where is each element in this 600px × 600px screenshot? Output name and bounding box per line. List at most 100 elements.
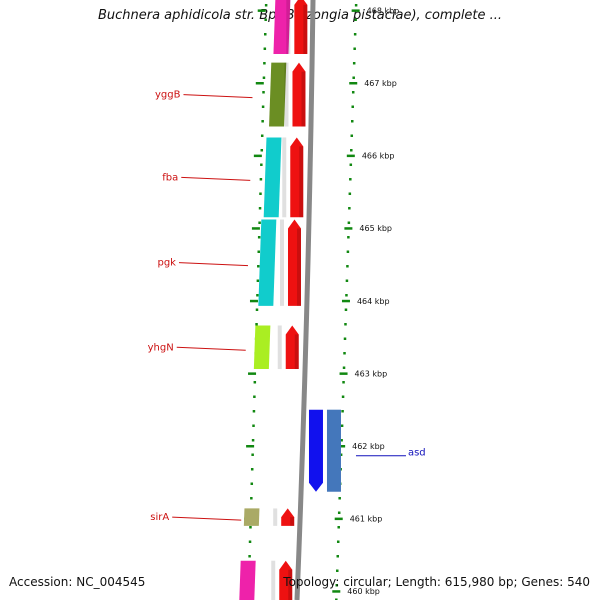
- minor-tick: [350, 134, 354, 137]
- minor-tick: [335, 584, 339, 587]
- gene-features: [238, 0, 341, 600]
- minor-tick: [340, 424, 344, 427]
- minor-tick: [349, 178, 352, 181]
- minor-tick: [343, 337, 347, 340]
- gene-box: [238, 560, 256, 600]
- cds-arrow-shade: [288, 569, 293, 600]
- minor-tick: [260, 163, 263, 166]
- cds-arrow: [294, 0, 308, 54]
- minor-tick: [354, 18, 357, 21]
- gene-label-leader: [178, 262, 249, 267]
- minor-tick: [263, 47, 267, 50]
- scale-tick-label: 465 kbp: [359, 224, 392, 233]
- minor-tick: [349, 163, 353, 166]
- minor-tick: [346, 265, 349, 268]
- minor-tick: [351, 105, 354, 108]
- minor-tick: [347, 236, 350, 239]
- gene-box: [243, 508, 260, 526]
- gene-box: [258, 219, 277, 306]
- minor-tick: [264, 18, 267, 21]
- gene-box: [269, 62, 287, 127]
- cds-arrow-shade: [296, 228, 301, 306]
- minor-tick: [249, 526, 252, 529]
- gene-box-shade: [273, 508, 278, 526]
- major-tick-right: [341, 299, 350, 303]
- gene-box: [273, 0, 291, 54]
- minor-tick: [260, 149, 264, 152]
- minor-tick: [337, 511, 341, 514]
- cds-arrow-reverse: [308, 409, 323, 492]
- minor-tick: [335, 598, 338, 600]
- major-tick-right: [344, 227, 353, 230]
- minor-tick: [338, 497, 341, 500]
- minor-tick: [248, 540, 252, 543]
- minor-tick: [258, 207, 262, 210]
- minor-tick: [264, 33, 267, 36]
- minor-tick: [263, 62, 266, 65]
- minor-tick: [253, 381, 257, 384]
- right-tick-marks: [332, 4, 360, 600]
- major-tick-left: [255, 82, 264, 85]
- minor-tick: [257, 250, 260, 253]
- minor-tick: [350, 149, 353, 152]
- gene-label: sirA: [150, 512, 169, 523]
- gene-label: asd: [408, 448, 426, 459]
- minor-tick: [255, 308, 259, 311]
- major-tick-right: [332, 590, 341, 593]
- cds-arrow-shade: [303, 4, 308, 54]
- major-tick-left: [249, 299, 258, 303]
- minor-tick: [251, 453, 254, 456]
- cds-arrow: [285, 325, 299, 370]
- gene-label-leader: [176, 346, 246, 351]
- minor-tick: [257, 265, 260, 268]
- minor-tick: [251, 439, 255, 442]
- cds-arrow: [279, 560, 293, 600]
- cds-arrow-shade: [301, 71, 306, 127]
- scale-tick-label: 463 kbp: [355, 369, 388, 378]
- cds-arrow: [290, 137, 304, 218]
- major-tick-right: [339, 372, 348, 375]
- gene-box: [263, 137, 282, 218]
- gene-label: fba: [162, 172, 178, 183]
- scale-tick-label: 461 kbp: [350, 515, 383, 524]
- minor-tick: [342, 366, 346, 369]
- minor-tick: [250, 497, 253, 500]
- cds-arrow: [281, 508, 295, 526]
- minor-tick: [253, 395, 256, 398]
- minor-tick: [336, 569, 339, 572]
- minor-tick: [256, 279, 260, 282]
- cds-arrow-shade: [290, 517, 295, 526]
- gene-label: pgk: [157, 258, 176, 269]
- gene-box-shade: [284, 62, 289, 127]
- minor-tick: [341, 410, 344, 413]
- minor-tick: [347, 221, 351, 224]
- minor-tick: [353, 33, 357, 36]
- minor-tick: [257, 236, 261, 239]
- minor-tick: [250, 482, 254, 485]
- cds-arrow: [287, 219, 301, 306]
- gene-label: yggB: [155, 90, 181, 101]
- gene-label: yhgN: [148, 342, 174, 353]
- minor-tick: [336, 555, 339, 558]
- minor-tick: [341, 395, 345, 398]
- minor-tick: [252, 410, 256, 413]
- minor-tick: [260, 134, 264, 137]
- major-tick-right: [337, 445, 346, 448]
- accession-text: Accession: NC_004545: [9, 575, 146, 589]
- minor-tick: [256, 294, 259, 297]
- gene-label-leader: [183, 94, 253, 99]
- major-tick-right: [334, 517, 343, 521]
- minor-tick: [259, 192, 262, 195]
- gene-box: [253, 325, 271, 370]
- gene-box-shade: [277, 325, 282, 370]
- scale-tick-label: 467 kbp: [364, 79, 397, 88]
- cds-arrow-shade: [299, 146, 304, 218]
- minor-tick: [351, 91, 355, 94]
- minor-tick: [259, 178, 263, 181]
- minor-tick: [337, 526, 340, 529]
- minor-tick: [250, 468, 254, 471]
- scale-tick-label: 466 kbp: [362, 152, 395, 161]
- minor-tick: [345, 279, 349, 282]
- gene-label-leader: [172, 516, 242, 521]
